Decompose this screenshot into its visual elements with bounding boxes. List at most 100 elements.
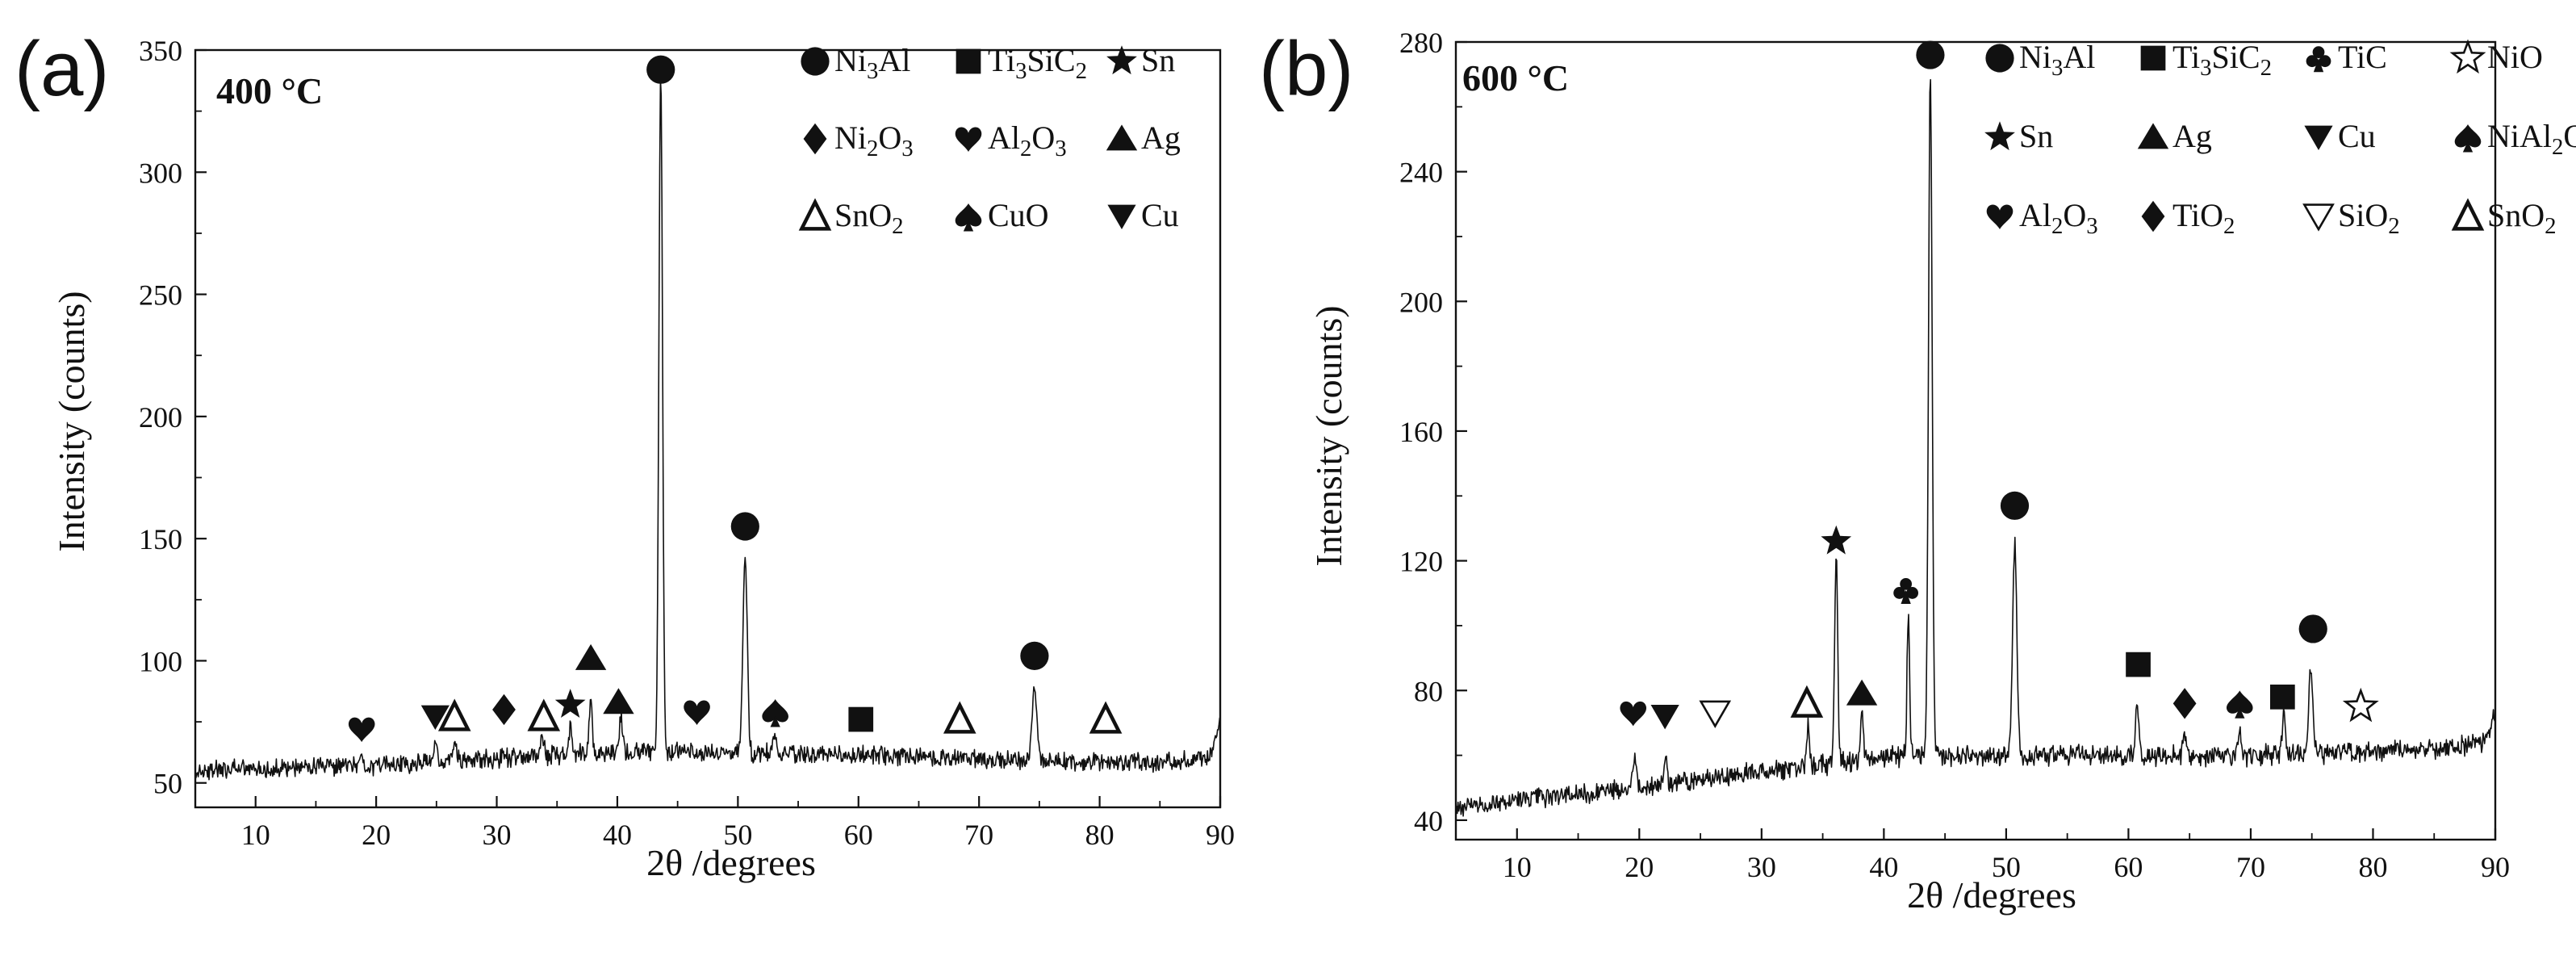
panel-a-legend-entry: Ni2O3 [803, 119, 914, 161]
panel-a-x-tick-label: 60 [844, 819, 873, 851]
panel-a-peak-marker-delta [943, 701, 976, 734]
panel-a-legend-symbol-square [956, 48, 981, 74]
panel-a-legend-symbol-triangle [1106, 124, 1138, 151]
panel-b-peak-marker-circle [2000, 491, 2030, 520]
panel-a-y-tick-label: 50 [153, 768, 182, 800]
panel-b-peak-marker-star-open [2342, 687, 2379, 723]
panel-a-y-tick-label: 300 [139, 157, 182, 189]
panel-a-legend-entry: Sn [1106, 42, 1175, 78]
panel-b-legend-symbol-heart [1986, 204, 2014, 229]
panel-b-legend-label: SnO2 [2487, 197, 2557, 239]
panel-b-x-tick-label: 40 [1869, 851, 1898, 883]
panel-b-legend-entry: Cu [2304, 118, 2376, 154]
panel-a-legend-entry: Cu [1107, 197, 1179, 233]
panel-b-y-tick-label: 120 [1399, 546, 1443, 578]
panel-b-y-tick-label: 80 [1414, 675, 1443, 707]
panel-b-legend-symbol-triangle-down [2304, 125, 2333, 150]
panel-a: (a) 400 °C Intensity (counts) 2θ /degree… [15, 26, 1235, 883]
panel-b-letter: (b) [1259, 26, 1353, 112]
panel-b: (b) 600 °C Intensity (counts) 2θ /degree… [1259, 26, 2576, 916]
panel-b-legend-entry: Ag [2137, 118, 2212, 154]
panel-b-legend-entry: Sn [1984, 118, 2053, 154]
panel-b-y-tick-label: 280 [1399, 27, 1443, 59]
panel-a-y-tick-label: 150 [139, 523, 182, 555]
panel-a-legend-label: Cu [1141, 197, 1179, 233]
panel-a-peak-marker-triangle-down [420, 705, 450, 731]
panel-a-x-tick-label: 30 [483, 819, 512, 851]
panel-b-legend-entry: Al2O3 [1986, 197, 2098, 239]
panel-a-legend-label: Ti3SiC2 [988, 42, 1087, 84]
panel-b-legend-symbol-club [2306, 46, 2331, 73]
panel-b-legend-entry: Ni3Al [1985, 39, 2095, 81]
panel-b-plot-frame [1454, 40, 2497, 841]
panel-b-x-tick-label: 90 [2481, 851, 2510, 883]
panel-a-peak-marker-star [554, 689, 586, 718]
panel-b-legend-symbol-spade [2454, 124, 2482, 153]
panel-b-peak-marker-square [2269, 684, 2295, 710]
panel-a-legend-entry: Ti3SiC2 [956, 42, 1087, 84]
panel-b-legend-label: TiC [2338, 39, 2387, 75]
panel-b-y-tick-label: 240 [1399, 157, 1443, 189]
panel-a-peak-marker-circle [730, 512, 759, 541]
panel-a-y-tick-label: 350 [139, 35, 182, 67]
panel-a-legend-symbol-star [1106, 45, 1137, 75]
panel-b-x-tick-label: 70 [2236, 851, 2265, 883]
panel-b-legend-label: NiO [2487, 39, 2543, 75]
panel-b-peak-marker-triangle-down-open [1699, 700, 1732, 728]
panel-a-x-tick-label: 20 [362, 819, 391, 851]
panel-b-peak-marker-spade [2227, 690, 2253, 719]
panel-a-peak-marker-heart [348, 717, 375, 743]
panel-a-legend-label: Ni3Al [834, 42, 910, 84]
panel-a-legend-label: Sn [1141, 42, 1175, 78]
panel-a-x-tick-label: 80 [1085, 819, 1114, 851]
panel-b-legend-symbol-circle [1985, 44, 2014, 73]
panel-b-legend-label: Al2O3 [2019, 197, 2098, 239]
panel-b-peak-marker-delta [1790, 685, 1824, 718]
panel-b-xrd-series-line [1455, 78, 2496, 817]
panel-b-temperature-label: 600 °C [1462, 57, 1569, 98]
panel-b-x-tick-label: 20 [1625, 851, 1654, 883]
panel-a-peak-marker-delta [527, 698, 561, 731]
panel-a-legend-label: Ag [1141, 119, 1181, 156]
panel-b-y-axis-label: Intensity (counts) [1308, 305, 1349, 566]
panel-b-peak-marker-circle [2298, 614, 2327, 643]
panel-a-x-tick-label: 40 [603, 819, 632, 851]
panel-a-y-tick-label: 200 [139, 401, 182, 434]
panel-a-peak-marker-circle [646, 55, 675, 84]
panel-b-x-tick-label: 80 [2358, 851, 2387, 883]
panel-b-peak-marker-triangle [1846, 679, 1878, 706]
panel-a-plot-area: 10 20 30 40 50 60 70 80 90 50 100 150 200 250 300 350 Ni… [139, 35, 1235, 851]
panel-a-peak-marker-heart [684, 700, 710, 725]
panel-a-xrd-series-line [194, 78, 1221, 781]
panel-a-peak-marker-triangle [603, 688, 634, 714]
panel-b-peak-marker-circle [1916, 40, 1945, 69]
panel-b-legend-label: TiO2 [2172, 197, 2235, 239]
panel-a-peak-marker-square [848, 706, 874, 732]
panel-b-legend-symbol-triangle [2137, 123, 2169, 149]
panel-b-legend-symbol-star-open [2449, 39, 2486, 74]
panel-b-x-tick-label: 30 [1747, 851, 1776, 883]
panel-b-legend-entry: TiC [2306, 39, 2387, 75]
panel-b-legend-entry: TiO2 [2141, 197, 2235, 239]
panel-b-y-tick-label: 40 [1414, 805, 1443, 837]
panel-a-legend-label: Ni2O3 [834, 119, 914, 161]
panel-b-plot-area: 10 20 30 40 50 60 70 80 90 40 80 120 160 200 240 280 Ni3… [1399, 27, 2576, 883]
panel-a-legend-symbol-triangle-down [1107, 204, 1136, 229]
panel-a-legend-symbol-diamond [803, 123, 827, 155]
panel-a-legend-entry: Ni3Al [801, 42, 910, 84]
panel-b-legend-entry: NiAl2O4 [2454, 118, 2576, 160]
panel-b-peak-marker-diamond [2172, 688, 2197, 719]
panel-a-x-tick-label: 50 [723, 819, 752, 851]
panel-a-legend-label: CuO [988, 197, 1049, 233]
panel-a-x-tick-label: 90 [1206, 819, 1235, 851]
panel-b-x-axis-label: 2θ /degrees [1907, 874, 2076, 916]
panel-a-legend-label: Al2O3 [988, 119, 1067, 161]
panel-b-x-tick-label: 10 [1503, 851, 1532, 883]
panel-a-peak-marker-circle [1020, 641, 1049, 671]
panel-b-peak-marker-star [1821, 525, 1852, 555]
panel-b-legend-symbol-diamond [2141, 200, 2165, 233]
panel-b-legend-entry: Ti3SiC2 [2140, 39, 2272, 81]
panel-a-temperature-label: 400 °C [216, 70, 323, 111]
panel-b-legend-symbol-star [1984, 121, 2015, 151]
panel-a-y-tick-label: 100 [139, 645, 182, 677]
